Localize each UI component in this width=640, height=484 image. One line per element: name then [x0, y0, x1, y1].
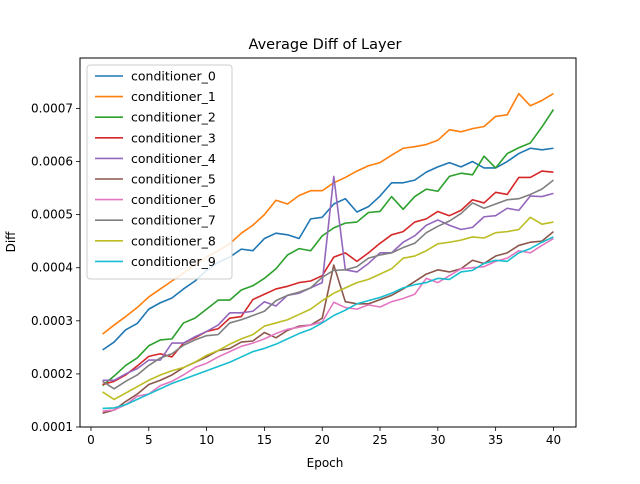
chart-title: Average Diff of Layer: [249, 37, 402, 53]
legend-label-conditioner_8: conditioner_8: [131, 233, 216, 248]
y-tick-label: 0.0007: [31, 101, 73, 115]
x-tick-label: 0: [87, 433, 95, 447]
legend-label-conditioner_9: conditioner_9: [131, 254, 216, 269]
x-tick-label: 20: [315, 433, 330, 447]
legend-label-conditioner_2: conditioner_2: [131, 110, 216, 125]
x-tick-label: 35: [488, 433, 503, 447]
x-tick-label: 40: [546, 433, 561, 447]
y-tick-label: 0.0002: [31, 367, 73, 381]
y-tick-label: 0.0005: [31, 208, 73, 222]
legend-label-conditioner_1: conditioner_1: [131, 89, 216, 104]
x-axis-label: Epoch: [307, 456, 344, 470]
y-tick-label: 0.0004: [31, 261, 73, 275]
x-tick-label: 30: [430, 433, 445, 447]
y-axis-label: Diff: [4, 231, 18, 253]
x-tick-label: 5: [145, 433, 153, 447]
x-tick-label: 25: [372, 433, 387, 447]
x-tick-label: 15: [257, 433, 272, 447]
series-line-conditioner_4: [102, 175, 554, 382]
legend-label-conditioner_6: conditioner_6: [131, 192, 216, 207]
series-line-conditioner_8: [102, 216, 554, 401]
plot-area: 0 5 10 15 20 25 30 35 40 0.0001 0.0002 0.0003 0.0004…: [31, 57, 577, 447]
series-line-conditioner_7: [102, 179, 554, 390]
y-tick-label: 0.0003: [31, 314, 73, 328]
legend-label-conditioner_7: conditioner_7: [131, 213, 216, 228]
legend-box: [86, 64, 233, 280]
legend: conditioner_0 conditioner_1 conditioner_2c…: [86, 64, 233, 280]
series-line-conditioner_5: [102, 231, 554, 414]
legend-label-conditioner_0: conditioner_0: [131, 69, 216, 84]
legend-label-conditioner_3: conditioner_3: [131, 130, 216, 145]
y-tick-label: 0.0006: [31, 155, 73, 169]
x-tick-label: 10: [199, 433, 214, 447]
legend-label-conditioner_4: conditioner_4: [131, 151, 216, 166]
y-tick-label: 0.0001: [31, 420, 73, 434]
legend-label-conditioner_5: conditioner_5: [131, 172, 216, 187]
axes-frame: [79, 57, 577, 428]
series-line-conditioner_9: [102, 236, 554, 410]
